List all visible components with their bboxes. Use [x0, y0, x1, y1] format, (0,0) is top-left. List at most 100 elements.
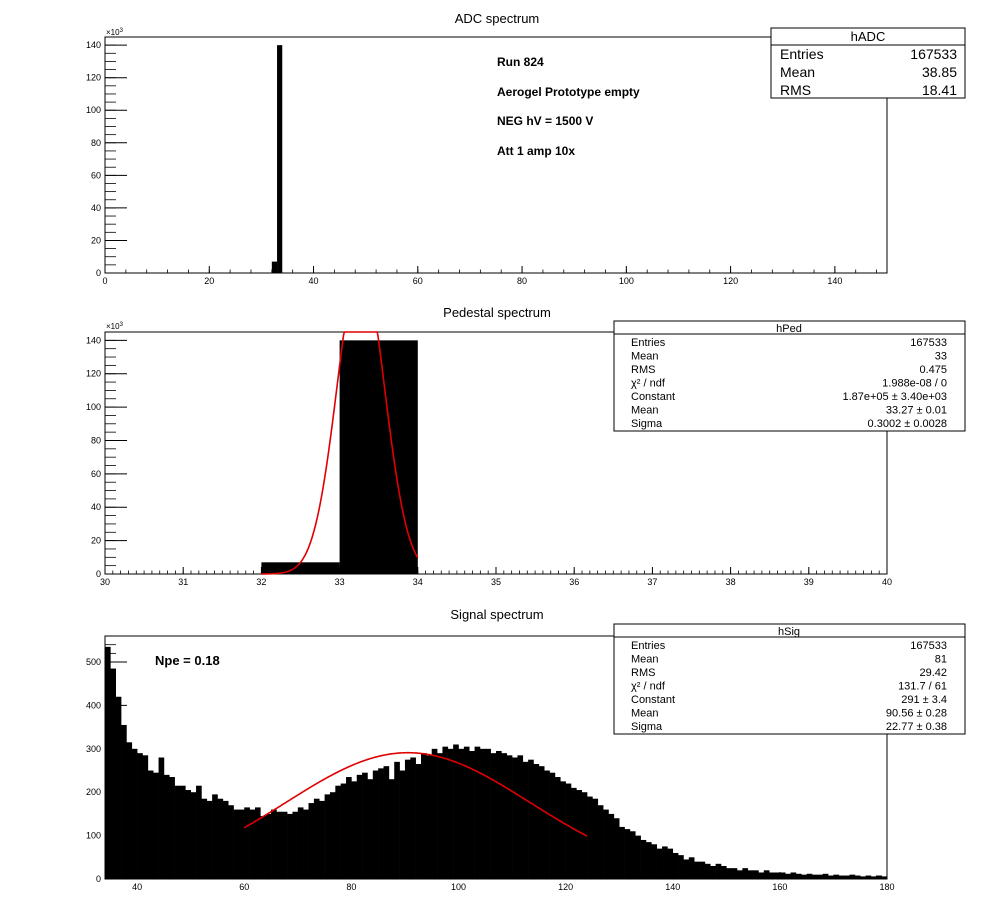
signal-bar — [881, 876, 888, 879]
signal-bar — [747, 870, 754, 879]
signal-bar — [415, 764, 422, 879]
signal-bar — [442, 746, 449, 879]
signal-bar — [645, 842, 652, 879]
signal-bar — [281, 811, 288, 879]
signal-bar — [212, 794, 218, 879]
signal-stats-label: χ² / ndf — [631, 681, 666, 693]
adc-x-tick-label: 60 — [413, 276, 423, 286]
signal-bar — [217, 798, 224, 879]
pedestal-chart-title: Pedestal spectrum — [443, 305, 551, 320]
signal-bar — [233, 809, 240, 879]
pedestal-y-exponent: ×103 — [106, 322, 124, 331]
signal-bar — [244, 807, 250, 879]
signal-annotation-npe: Npe = 0.18 — [155, 653, 220, 668]
signal-bar — [715, 863, 722, 879]
signal-bar — [308, 803, 315, 879]
pedestal-stats-name: hPed — [776, 323, 802, 335]
pedestal-y-tick-label: 20 — [91, 536, 101, 546]
signal-bar — [297, 807, 304, 879]
adc-y-tick-label: 80 — [91, 138, 101, 148]
signal-bar — [378, 768, 384, 879]
signal-bar — [731, 868, 738, 879]
signal-bar — [860, 876, 866, 879]
signal-bar — [742, 868, 749, 879]
signal-stats-label: RMS — [631, 667, 655, 679]
pedestal-stats-label: χ² / ndf — [631, 378, 666, 390]
pedestal-stats-label: RMS — [631, 364, 655, 376]
signal-bar — [447, 748, 454, 879]
signal-bar — [185, 790, 191, 879]
signal-bar — [485, 748, 491, 879]
signal-bar — [592, 798, 599, 879]
signal-bar — [512, 757, 518, 879]
signal-y-tick-label: 0 — [96, 874, 101, 884]
signal-bar — [329, 792, 336, 879]
signal-bar — [506, 755, 513, 879]
signal-bar — [683, 859, 690, 879]
signal-bar — [587, 796, 593, 879]
signal-bar — [865, 875, 872, 879]
signal-stats-label: Entries — [631, 640, 666, 652]
signal-bar — [704, 863, 711, 879]
signal-bar — [565, 783, 572, 879]
pedestal-stats-label: Mean — [631, 351, 659, 363]
pedestal-stats-box: hPed Entries 167533 Mean 33 RMS 0.475 χ² / ndf… — [613, 320, 966, 432]
signal-bar — [828, 875, 834, 879]
signal-bar — [656, 848, 663, 879]
signal-stats-label: Sigma — [631, 721, 663, 733]
signal-bar — [458, 748, 465, 879]
signal-bar — [292, 811, 299, 879]
signal-bar — [570, 787, 577, 879]
pedestal-spectrum-panel: Pedestal spectrum 30 31 32 33 34 35 36 37 38 39 40… — [86, 305, 966, 587]
pedestal-stats-label: Entries — [631, 337, 666, 349]
signal-bar — [662, 846, 668, 879]
signal-bar — [367, 779, 374, 879]
pedestal-y-tick-label: 60 — [91, 469, 101, 479]
signal-y-tick-label: 500 — [86, 657, 101, 667]
signal-x-tick-label: 100 — [451, 882, 466, 892]
adc-y-tick-label: 20 — [91, 235, 101, 245]
signal-bar — [699, 861, 706, 879]
signal-bar — [351, 781, 358, 879]
signal-bar — [276, 811, 283, 879]
pedestal-x-tick-label: 37 — [647, 577, 657, 587]
signal-bar — [362, 772, 368, 879]
signal-bar — [844, 875, 850, 879]
signal-bar — [410, 757, 416, 879]
signal-bar — [801, 874, 807, 879]
signal-bar — [817, 874, 824, 879]
signal-bar — [147, 770, 154, 879]
signal-stats-label: Constant — [631, 694, 675, 706]
signal-bar — [265, 813, 272, 879]
adc-x-tick-label: 120 — [723, 276, 738, 286]
signal-bar — [463, 746, 470, 879]
adc-axes: 0 20 40 60 80 100 120 140 0 20 40 60 80 100 120 140 — [86, 36, 877, 286]
adc-annotation-prototype: Aerogel Prototype empty — [497, 85, 640, 99]
signal-bar — [822, 873, 829, 879]
signal-bar — [533, 764, 540, 879]
pedestal-bar — [339, 340, 418, 574]
signal-x-tick-label: 80 — [346, 882, 356, 892]
pedestal-x-tick-label: 38 — [726, 577, 736, 587]
signal-bar — [795, 873, 802, 879]
signal-bar — [469, 750, 475, 879]
signal-bar — [238, 809, 245, 879]
adc-annotation-hv: NEG hV = 1500 V — [497, 114, 593, 128]
signal-stats-name: hSig — [778, 626, 800, 638]
signal-bar — [153, 772, 159, 879]
adc-y-tick-label: 140 — [86, 40, 101, 50]
adc-bars — [271, 45, 283, 273]
signal-bars — [105, 646, 888, 879]
signal-bar — [678, 855, 684, 879]
signal-bar — [254, 807, 261, 879]
signal-bar — [597, 805, 604, 879]
signal-bar — [260, 816, 266, 879]
signal-x-tick-label: 120 — [558, 882, 573, 892]
signal-bar — [608, 813, 615, 879]
signal-y-tick-label: 200 — [86, 787, 101, 797]
signal-x-tick-label: 60 — [239, 882, 249, 892]
adc-y-tick-label: 120 — [86, 73, 101, 83]
pedestal-fit-curve — [261, 331, 419, 575]
pedestal-stats-value: 0.475 — [919, 364, 947, 376]
pedestal-bar — [261, 562, 340, 574]
